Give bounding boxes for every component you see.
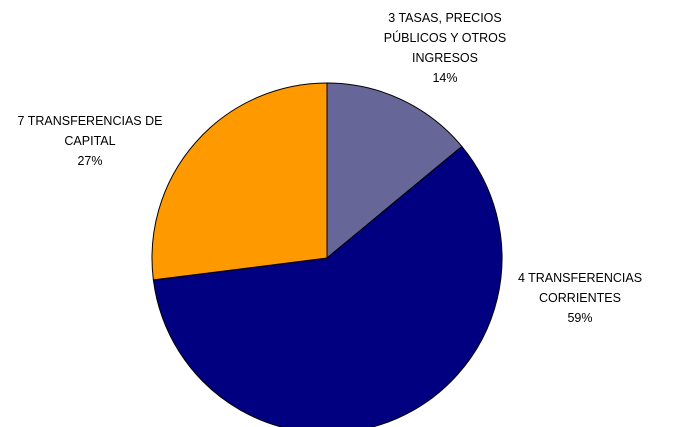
- value-label: 14%: [432, 71, 458, 85]
- value-label: 59%: [567, 311, 593, 325]
- pie-slice: [151, 82, 328, 281]
- slice-label: 3 TASAS, PRECIOS PÚBLICOS Y OTROS INGRES…: [363, 8, 528, 88]
- value-label: 27%: [77, 154, 103, 168]
- category-label: 7 TRANSFERENCIAS DE CAPITAL: [17, 114, 163, 148]
- slice-label: 7 TRANSFERENCIAS DE CAPITAL 27%: [15, 111, 165, 171]
- category-label: 4 TRANSFERENCIAS CORRIENTES: [517, 271, 643, 305]
- slice-label: 4 TRANSFERENCIAS CORRIENTES 59%: [510, 268, 650, 328]
- pie-slice: [326, 82, 463, 260]
- pie-slice: [152, 145, 503, 427]
- category-label: 3 TASAS, PRECIOS PÚBLICOS Y OTROS INGRES…: [383, 11, 507, 65]
